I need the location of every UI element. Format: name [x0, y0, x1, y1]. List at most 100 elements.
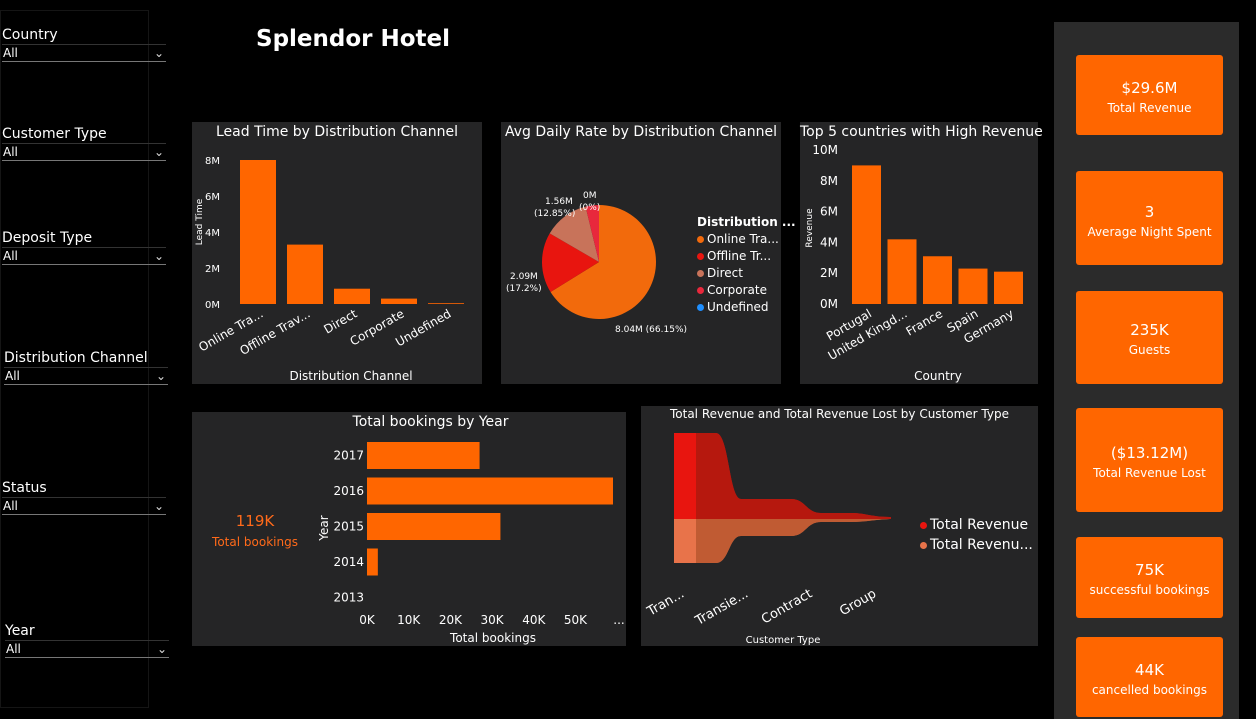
- bar: [367, 513, 501, 540]
- bar: [367, 548, 378, 576]
- chevron-down-icon[interactable]: ⌄: [153, 249, 164, 263]
- legend-dot: [697, 304, 704, 311]
- y-axis-label: Year: [317, 515, 331, 541]
- customer-type-dropdown[interactable]: All ⌄: [2, 143, 166, 161]
- kpi-card-successful-bookings[interactable]: 75K successful bookings: [1076, 537, 1223, 618]
- country-dropdown[interactable]: All ⌄: [2, 44, 166, 62]
- bar: [381, 298, 417, 304]
- bar: [367, 442, 480, 469]
- legend-item[interactable]: Undefined: [697, 300, 769, 314]
- kpi-label: Total Revenue: [1107, 101, 1192, 115]
- legend-item[interactable]: Online Tra...: [697, 232, 779, 246]
- kpi-label: Guests: [1128, 343, 1171, 357]
- slicer-country[interactable]: Country All ⌄: [2, 26, 166, 62]
- kpi-value: ($13.12M): [1110, 444, 1189, 462]
- top-countries-chart[interactable]: Top 5 countries with High Revenue 0M 2M 4M…: [800, 122, 1043, 384]
- bar: [958, 268, 988, 304]
- kpi-card-average-night[interactable]: 3 Average Night Spent: [1076, 171, 1223, 265]
- x-tick-label: 10K: [397, 613, 421, 627]
- slicer-value: All: [6, 642, 21, 656]
- slicer-label: Year: [5, 623, 35, 639]
- lead-time-chart[interactable]: Lead Time by Distribution Channel 0M 2M 4M…: [192, 122, 482, 384]
- legend-label: Total Revenue: [930, 517, 1029, 533]
- kpi-value: 44K: [1135, 661, 1164, 679]
- revenue-by-customer-type-chart[interactable]: Total Revenue and Total Revenue Lost by …: [641, 406, 1038, 646]
- data-label: 0M: [583, 191, 597, 201]
- chart-title: Total Revenue and Total Revenue Lost by …: [669, 407, 1009, 421]
- chevron-down-icon[interactable]: ⌄: [155, 369, 166, 383]
- y-tick-label: 8M: [205, 156, 220, 167]
- legend-item[interactable]: Offline Tr...: [697, 249, 771, 263]
- slicer-value: All: [3, 499, 18, 513]
- slicer-label: Distribution Channel: [4, 350, 148, 366]
- legend-label: Direct: [707, 266, 743, 280]
- x-tick-label: 20K: [439, 613, 463, 627]
- data-label: 2.09M: [510, 272, 538, 282]
- pie-slice: [542, 233, 599, 293]
- y-tick-label: 2014: [333, 555, 364, 569]
- legend-dot: [697, 236, 704, 243]
- kpi-value: $29.6M: [1121, 79, 1178, 97]
- y-tick-label: 8M: [820, 174, 838, 188]
- data-label: (12.85%): [534, 209, 575, 219]
- pie-svg: 8.04M (66.15%) 2.09M (17.2%) 1.56M (12.8…: [506, 191, 687, 335]
- chevron-down-icon[interactable]: ⌄: [156, 642, 167, 656]
- slicer-year[interactable]: Year All ⌄: [5, 622, 169, 658]
- chevron-down-icon[interactable]: ⌄: [153, 46, 164, 60]
- slicer-customer-type[interactable]: Customer Type All ⌄: [2, 125, 166, 161]
- kpi-label: successful bookings: [1089, 583, 1210, 597]
- bookings-by-year-chart[interactable]: Total bookings by Year 119K Total bookin…: [192, 412, 626, 646]
- kpi-card-total-revenue[interactable]: $29.6M Total Revenue: [1076, 55, 1223, 135]
- y-tick-label: 4M: [820, 235, 838, 249]
- ribbon-svg: Tran... Transie... Contract Group Customer …: [644, 433, 891, 646]
- x-axis-label: Total bookings: [449, 631, 536, 645]
- kpi-value: 75K: [1135, 561, 1164, 579]
- kpi-label: Average Night Spent: [1087, 225, 1212, 239]
- y-tick-label: 6M: [820, 205, 838, 219]
- kpi-card-revenue-lost[interactable]: ($13.12M) Total Revenue Lost: [1076, 408, 1223, 512]
- slicer-deposit-type[interactable]: Deposit Type All ⌄: [2, 229, 166, 265]
- y-tick-label: 2016: [333, 484, 364, 498]
- slicer-label: Deposit Type: [2, 230, 93, 246]
- x-tick-label: 30K: [481, 613, 505, 627]
- kpi-label: Total Revenue Lost: [1093, 466, 1206, 480]
- y-tick-label: 0M: [820, 297, 838, 311]
- y-tick-label: 2013: [333, 591, 364, 605]
- legend-total-revenue[interactable]: Total Revenue: [920, 517, 1028, 533]
- kpi-card-cancelled-bookings[interactable]: 44K cancelled bookings: [1076, 637, 1223, 717]
- y-tick-label: 0M: [205, 300, 220, 311]
- slicer-distribution-channel[interactable]: Distribution Channel All ⌄: [4, 349, 168, 385]
- chevron-down-icon[interactable]: ⌄: [153, 499, 164, 513]
- chart-title: Total bookings by Year: [352, 414, 509, 430]
- legend-dot: [920, 541, 927, 549]
- x-tick-label: Contract: [759, 586, 815, 627]
- year-dropdown[interactable]: All ⌄: [5, 640, 169, 658]
- slicer-value: All: [5, 369, 20, 383]
- y-tick-label: 4M: [205, 228, 220, 239]
- status-dropdown[interactable]: All ⌄: [2, 497, 166, 515]
- kpi-card-guests[interactable]: 235K Guests: [1076, 291, 1223, 384]
- ribbon-total-revenue-dark: [696, 433, 891, 519]
- chevron-down-icon[interactable]: ⌄: [153, 145, 164, 159]
- distribution-channel-dropdown[interactable]: All ⌄: [4, 367, 168, 385]
- deposit-type-dropdown[interactable]: All ⌄: [2, 247, 166, 265]
- bar: [287, 244, 323, 304]
- slicer-value: All: [3, 46, 18, 60]
- y-tick-label: 2017: [333, 449, 364, 463]
- legend-dot: [697, 270, 704, 277]
- legend-item[interactable]: Direct: [697, 266, 743, 280]
- legend-item[interactable]: Corporate: [697, 283, 767, 297]
- bookings-card: 119K Total bookings: [192, 512, 318, 549]
- slicer-status[interactable]: Status All ⌄: [2, 479, 166, 515]
- bar: [994, 271, 1023, 304]
- data-label: (0%): [579, 203, 600, 213]
- bar: [240, 160, 276, 304]
- slicer-pane: [0, 10, 149, 708]
- legend-total-revenue-lost[interactable]: Total Revenu...: [920, 537, 1033, 553]
- chart-title: Lead Time by Distribution Channel: [215, 124, 459, 140]
- x-axis-label: Country: [914, 369, 962, 383]
- pie-slice: [550, 205, 656, 319]
- data-label: 1.56M: [545, 197, 573, 207]
- avg-daily-rate-chart[interactable]: Avg Daily Rate by Distribution Channel 8…: [501, 122, 796, 384]
